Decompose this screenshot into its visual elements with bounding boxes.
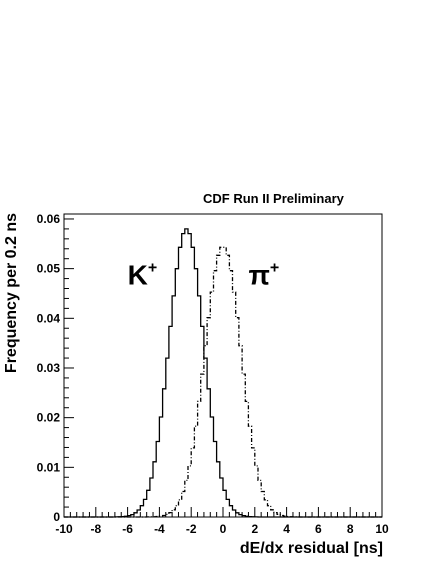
particle-label: K+ [128,260,158,291]
y-tick-label: 0.04 [37,311,61,325]
particle-label: π+ [248,260,279,291]
y-axis-title: Frequency per 0.2 ns [3,213,20,373]
chart-header: CDF Run II Preliminary [203,191,345,206]
x-tick-label: 8 [347,522,354,536]
particle-labels: K+ π+ [128,260,280,291]
x-tick-label: -10 [55,522,73,536]
histogram-series [64,228,382,518]
y-tick-label: 0.01 [37,460,61,474]
x-tick-label: 6 [315,522,322,536]
y-tick-label: 0.02 [37,411,61,425]
x-tick-label: 0 [220,522,227,536]
x-tick-label: -8 [90,522,101,536]
x-axis: -10 -8 -6 -4 -2 0 2 4 6 8 10 [55,507,389,536]
y-tick-label: 0.03 [37,361,61,375]
x-tick-label: 4 [283,522,290,536]
x-axis-title: dE/dx residual [ns] [240,540,383,557]
y-axis: 0 0.01 0.02 0.03 0.04 0.05 0.06 [37,212,74,524]
pion-histogram [64,246,382,518]
y-tick-label: 0.05 [37,262,61,276]
x-tick-label: -4 [154,522,165,536]
x-tick-label: 10 [375,522,389,536]
y-tick-label: 0 [53,510,60,524]
plot-border [63,213,383,518]
x-tick-label: -2 [186,522,197,536]
kaon-histogram [64,228,382,518]
x-tick-label: 2 [251,522,258,536]
x-tick-label: -6 [122,522,133,536]
y-tick-label: 0.06 [37,212,61,226]
plot-frame [63,213,383,518]
